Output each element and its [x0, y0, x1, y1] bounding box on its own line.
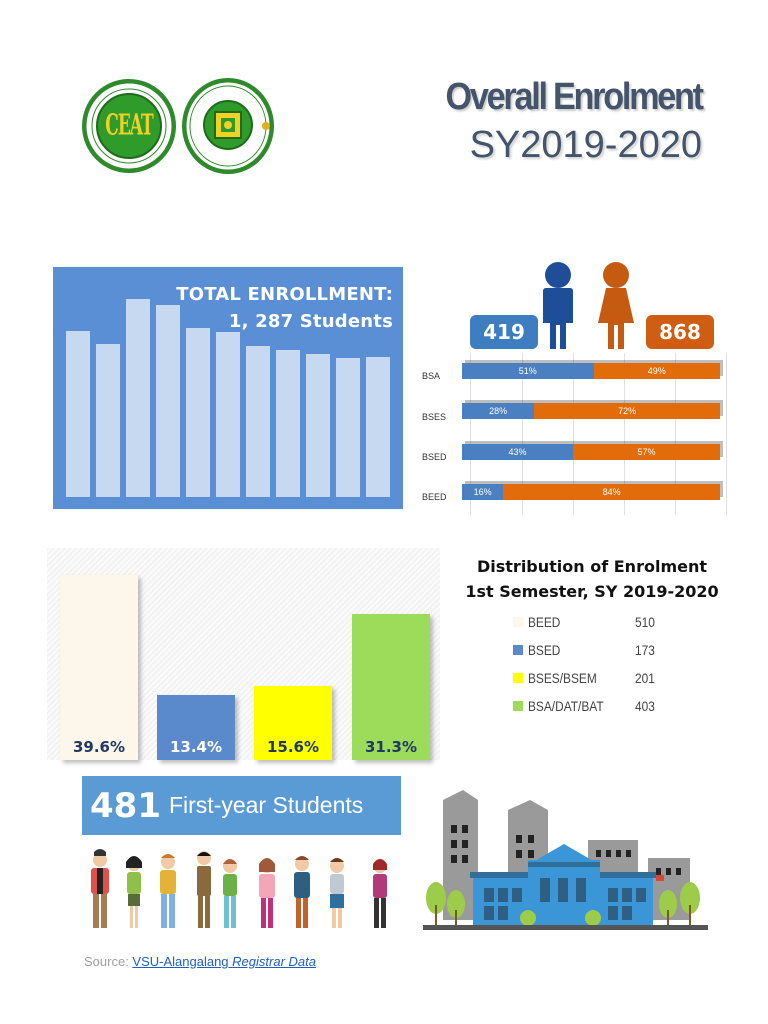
male-segment: 28% — [462, 403, 535, 419]
gridline — [470, 353, 471, 515]
source-link-text: VSU-Alangalang — [132, 954, 233, 969]
students-illustration — [80, 848, 410, 938]
gender-bar-bses: 28% 72% — [462, 403, 720, 419]
legend-swatch — [513, 645, 523, 655]
legend-item-bsa: BSA/DAT/BAT 403 — [513, 696, 658, 716]
vsu-seal-icon — [183, 79, 273, 173]
chart-bar — [336, 358, 360, 497]
ceat-logo-ring — [83, 80, 175, 172]
legend-value: 510 — [635, 614, 655, 630]
legend-swatch — [513, 617, 523, 627]
chart-bar-beed: 39.6% — [60, 575, 138, 760]
row-label-bses: BSES — [422, 412, 447, 422]
source-link-italic: Registrar Data — [232, 954, 316, 969]
gender-bar-beed: 16% 84% — [462, 484, 720, 500]
total-enrollment-chart: TOTAL ENROLLMENT: 1, 287 Students — [53, 267, 403, 509]
chart-bar — [306, 354, 330, 497]
legend-label: BSA/DAT/BAT — [528, 698, 604, 714]
male-count-badge: 419 — [470, 315, 538, 349]
legend-item-bsed: BSED 173 — [513, 640, 658, 660]
source-note: Source: VSU-Alangalang Registrar Data — [84, 954, 316, 969]
student — [91, 849, 109, 928]
ceat-logo: CEAT — [82, 79, 176, 173]
source-prefix: Source: — [84, 954, 133, 969]
male-segment: 43% — [462, 444, 573, 460]
chart-bar-bsa: 31.3% — [352, 614, 430, 760]
female-segment: 72% — [534, 403, 720, 419]
gridline — [675, 353, 676, 515]
distribution-title-line1: Distribution of Enrolment — [476, 557, 707, 576]
students-group-icon — [91, 849, 387, 928]
gridline — [522, 353, 523, 515]
campus-building-illustration — [418, 780, 713, 935]
gridline — [726, 353, 727, 515]
legend-value: 403 — [635, 698, 655, 714]
gender-bar-bsa: 51% 49% — [462, 363, 720, 379]
male-segment: 16% — [462, 484, 504, 500]
total-enrollment-label: TOTAL ENROLLMENT: — [176, 284, 393, 305]
total-enrollment-title: TOTAL ENROLLMENT: 1, 287 Students — [176, 281, 393, 335]
chart-bar — [366, 357, 390, 497]
first-year-banner: 481 First-year Students — [82, 776, 401, 835]
legend-label: BSES/BSEM — [528, 670, 597, 686]
page-title: Overall Enrolment — [445, 76, 705, 118]
row-label-bsed: BSED — [422, 452, 447, 462]
gender-bar-bsed: 43% 57% — [462, 444, 720, 460]
legend-label: BSED — [528, 642, 561, 658]
female-segment: 84% — [503, 484, 720, 500]
chart-bar-bses: 15.6% — [254, 686, 332, 760]
bar-label: 15.6% — [266, 738, 320, 756]
vsu-logo — [182, 78, 274, 174]
building-icon — [423, 790, 708, 930]
source-link[interactable]: VSU-Alangalang Registrar Data — [132, 954, 316, 969]
total-enrollment-value: 1, 287 Students — [228, 311, 393, 332]
legend-item-bses: BSES/BSEM 201 — [513, 668, 658, 688]
female-count-badge: 868 — [646, 315, 714, 349]
legend-swatch — [513, 701, 523, 711]
female-person-icon — [598, 262, 634, 349]
male-segment: 51% — [462, 363, 594, 379]
legend-item-beed: BEED 510 — [513, 612, 658, 632]
first-year-count: 481 — [90, 785, 161, 826]
chart-bar — [156, 305, 180, 497]
gender-chart: 419 868 BSA 51% 49% BSES 28% 72% BSED 43… — [410, 255, 750, 525]
gridline — [624, 353, 625, 515]
male-person-icon — [543, 262, 573, 349]
chart-bar — [126, 299, 150, 497]
legend-label: BEED — [528, 614, 561, 630]
chart-bar-bsed: 13.4% — [157, 695, 235, 760]
gridline — [573, 353, 574, 515]
bar-label: 13.4% — [169, 738, 223, 756]
distribution-chart: 39.6% 13.4% 15.6% 31.3% — [47, 548, 440, 760]
bar-label: 39.6% — [72, 738, 126, 756]
ceat-logo-text: CEAT — [105, 109, 153, 143]
female-segment: 49% — [593, 363, 720, 379]
row-label-beed: BEED — [422, 492, 447, 502]
page-subtitle: SY2019-2020 — [469, 124, 702, 166]
legend-swatch — [513, 673, 523, 683]
chart-bar — [216, 332, 240, 497]
legend-value: 201 — [635, 670, 655, 686]
row-label-bsa: BSA — [422, 371, 441, 381]
distribution-title: Distribution of Enrolment 1st Semester, … — [443, 554, 741, 604]
chart-bar — [246, 346, 270, 497]
first-year-label: First-year Students — [168, 792, 364, 818]
distribution-title-line2: 1st Semester, SY 2019-2020 — [465, 582, 719, 601]
legend-value: 173 — [635, 642, 655, 658]
chart-bar — [66, 331, 90, 497]
bar-label: 31.3% — [364, 738, 418, 756]
female-segment: 57% — [572, 444, 720, 460]
chart-bar — [276, 350, 300, 497]
chart-bar — [96, 344, 120, 497]
chart-bar — [186, 328, 210, 497]
